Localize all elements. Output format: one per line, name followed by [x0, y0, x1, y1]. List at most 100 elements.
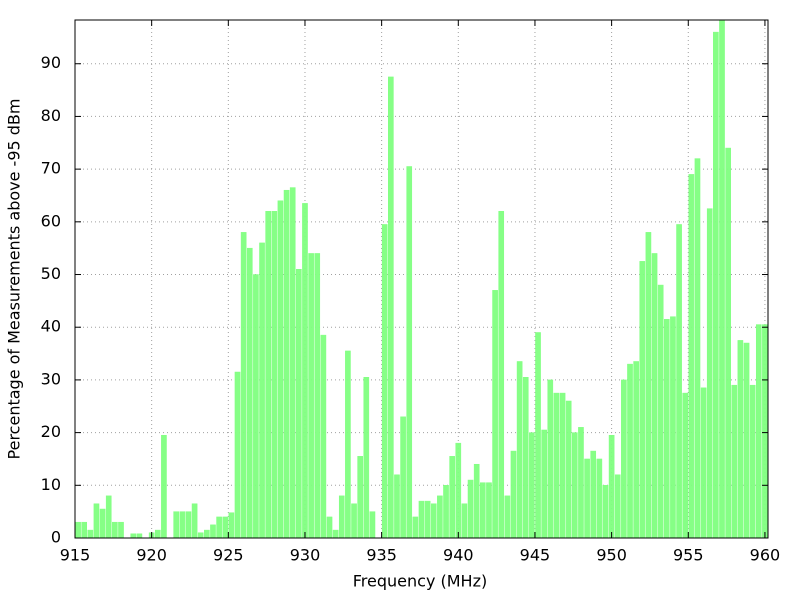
bar: [639, 261, 646, 538]
bar: [455, 442, 462, 538]
bar: [559, 392, 566, 538]
bar: [87, 529, 94, 538]
bar: [731, 384, 738, 538]
bar: [357, 456, 363, 538]
bar: [228, 512, 235, 538]
bar: [314, 253, 321, 538]
bar: [565, 400, 572, 538]
bar: [173, 511, 180, 538]
bar: [296, 269, 302, 538]
bar: [154, 529, 161, 538]
bar: [645, 232, 652, 538]
bar: [473, 463, 480, 538]
bar: [682, 392, 689, 538]
y-tick-label: 90: [41, 53, 61, 72]
bar: [755, 324, 762, 538]
bar: [713, 31, 719, 538]
bar: [332, 529, 339, 538]
bar: [253, 274, 259, 538]
x-tick-label: 925: [213, 546, 244, 565]
bar: [706, 208, 713, 538]
y-tick-label: 70: [41, 159, 61, 178]
x-tick-label: 920: [136, 546, 167, 565]
bar: [467, 479, 474, 538]
y-tick-label: 30: [41, 369, 61, 388]
bar: [283, 189, 290, 538]
bar: [320, 334, 327, 538]
bar: [112, 521, 118, 538]
bar: [308, 253, 314, 538]
x-tick-label: 950: [596, 546, 627, 565]
bar: [688, 174, 695, 538]
bar: [259, 242, 265, 538]
bar: [676, 224, 682, 538]
bar: [522, 377, 529, 538]
bar: [351, 503, 357, 538]
bar: [498, 211, 505, 538]
bar: [486, 482, 492, 538]
bar: [381, 224, 388, 538]
bar: [762, 324, 768, 538]
bar: [621, 379, 627, 538]
bar: [584, 458, 590, 538]
bar: [271, 211, 278, 538]
bar: [185, 511, 192, 538]
x-tick-label: 930: [290, 546, 321, 565]
bar: [191, 503, 198, 538]
bar: [240, 232, 247, 538]
bar: [657, 284, 664, 538]
bar: [541, 429, 547, 538]
bar: [614, 474, 621, 538]
bar: [234, 371, 241, 538]
bar: [394, 474, 400, 538]
bar: [504, 495, 511, 538]
plot-frame: [74, 19, 769, 539]
bar: [449, 456, 455, 538]
bar: [136, 533, 143, 538]
bar: [161, 434, 167, 538]
y-tick-label: 50: [41, 264, 61, 283]
bar: [302, 203, 308, 538]
bar: [719, 20, 725, 538]
bar: [437, 495, 443, 538]
bar: [535, 332, 541, 538]
bar: [633, 361, 639, 538]
x-axis-label: Frequency (MHz): [353, 572, 487, 591]
bar: [222, 516, 229, 538]
bar: [406, 166, 413, 538]
y-tick-label: 80: [41, 106, 61, 125]
bar: [627, 363, 633, 538]
bar: [118, 521, 124, 538]
bar: [663, 319, 670, 538]
bar: [363, 377, 370, 538]
bar: [725, 147, 731, 538]
bar: [400, 416, 406, 538]
bar: [547, 379, 554, 538]
bar: [590, 450, 597, 538]
bar: [197, 532, 204, 538]
x-tick-label: 915: [60, 546, 91, 565]
x-tick-label: 940: [443, 546, 474, 565]
bar: [326, 516, 333, 538]
y-tick-label: 20: [41, 422, 61, 441]
bar: [492, 290, 498, 538]
bar: [179, 511, 186, 538]
bar: [608, 434, 615, 538]
bar: [694, 158, 701, 538]
bar: [412, 516, 419, 538]
x-tick-label: 955: [673, 546, 704, 565]
bar: [345, 350, 351, 538]
bar: [700, 387, 707, 538]
bar: [210, 524, 216, 538]
bar: [338, 495, 345, 538]
bar: [216, 516, 222, 538]
bar: [443, 485, 449, 538]
bar: [516, 361, 523, 538]
bar: [388, 76, 394, 538]
bar: [246, 247, 253, 538]
bar: [75, 521, 81, 538]
bar: [130, 533, 137, 538]
bar: [529, 432, 535, 538]
bar: [510, 450, 517, 538]
